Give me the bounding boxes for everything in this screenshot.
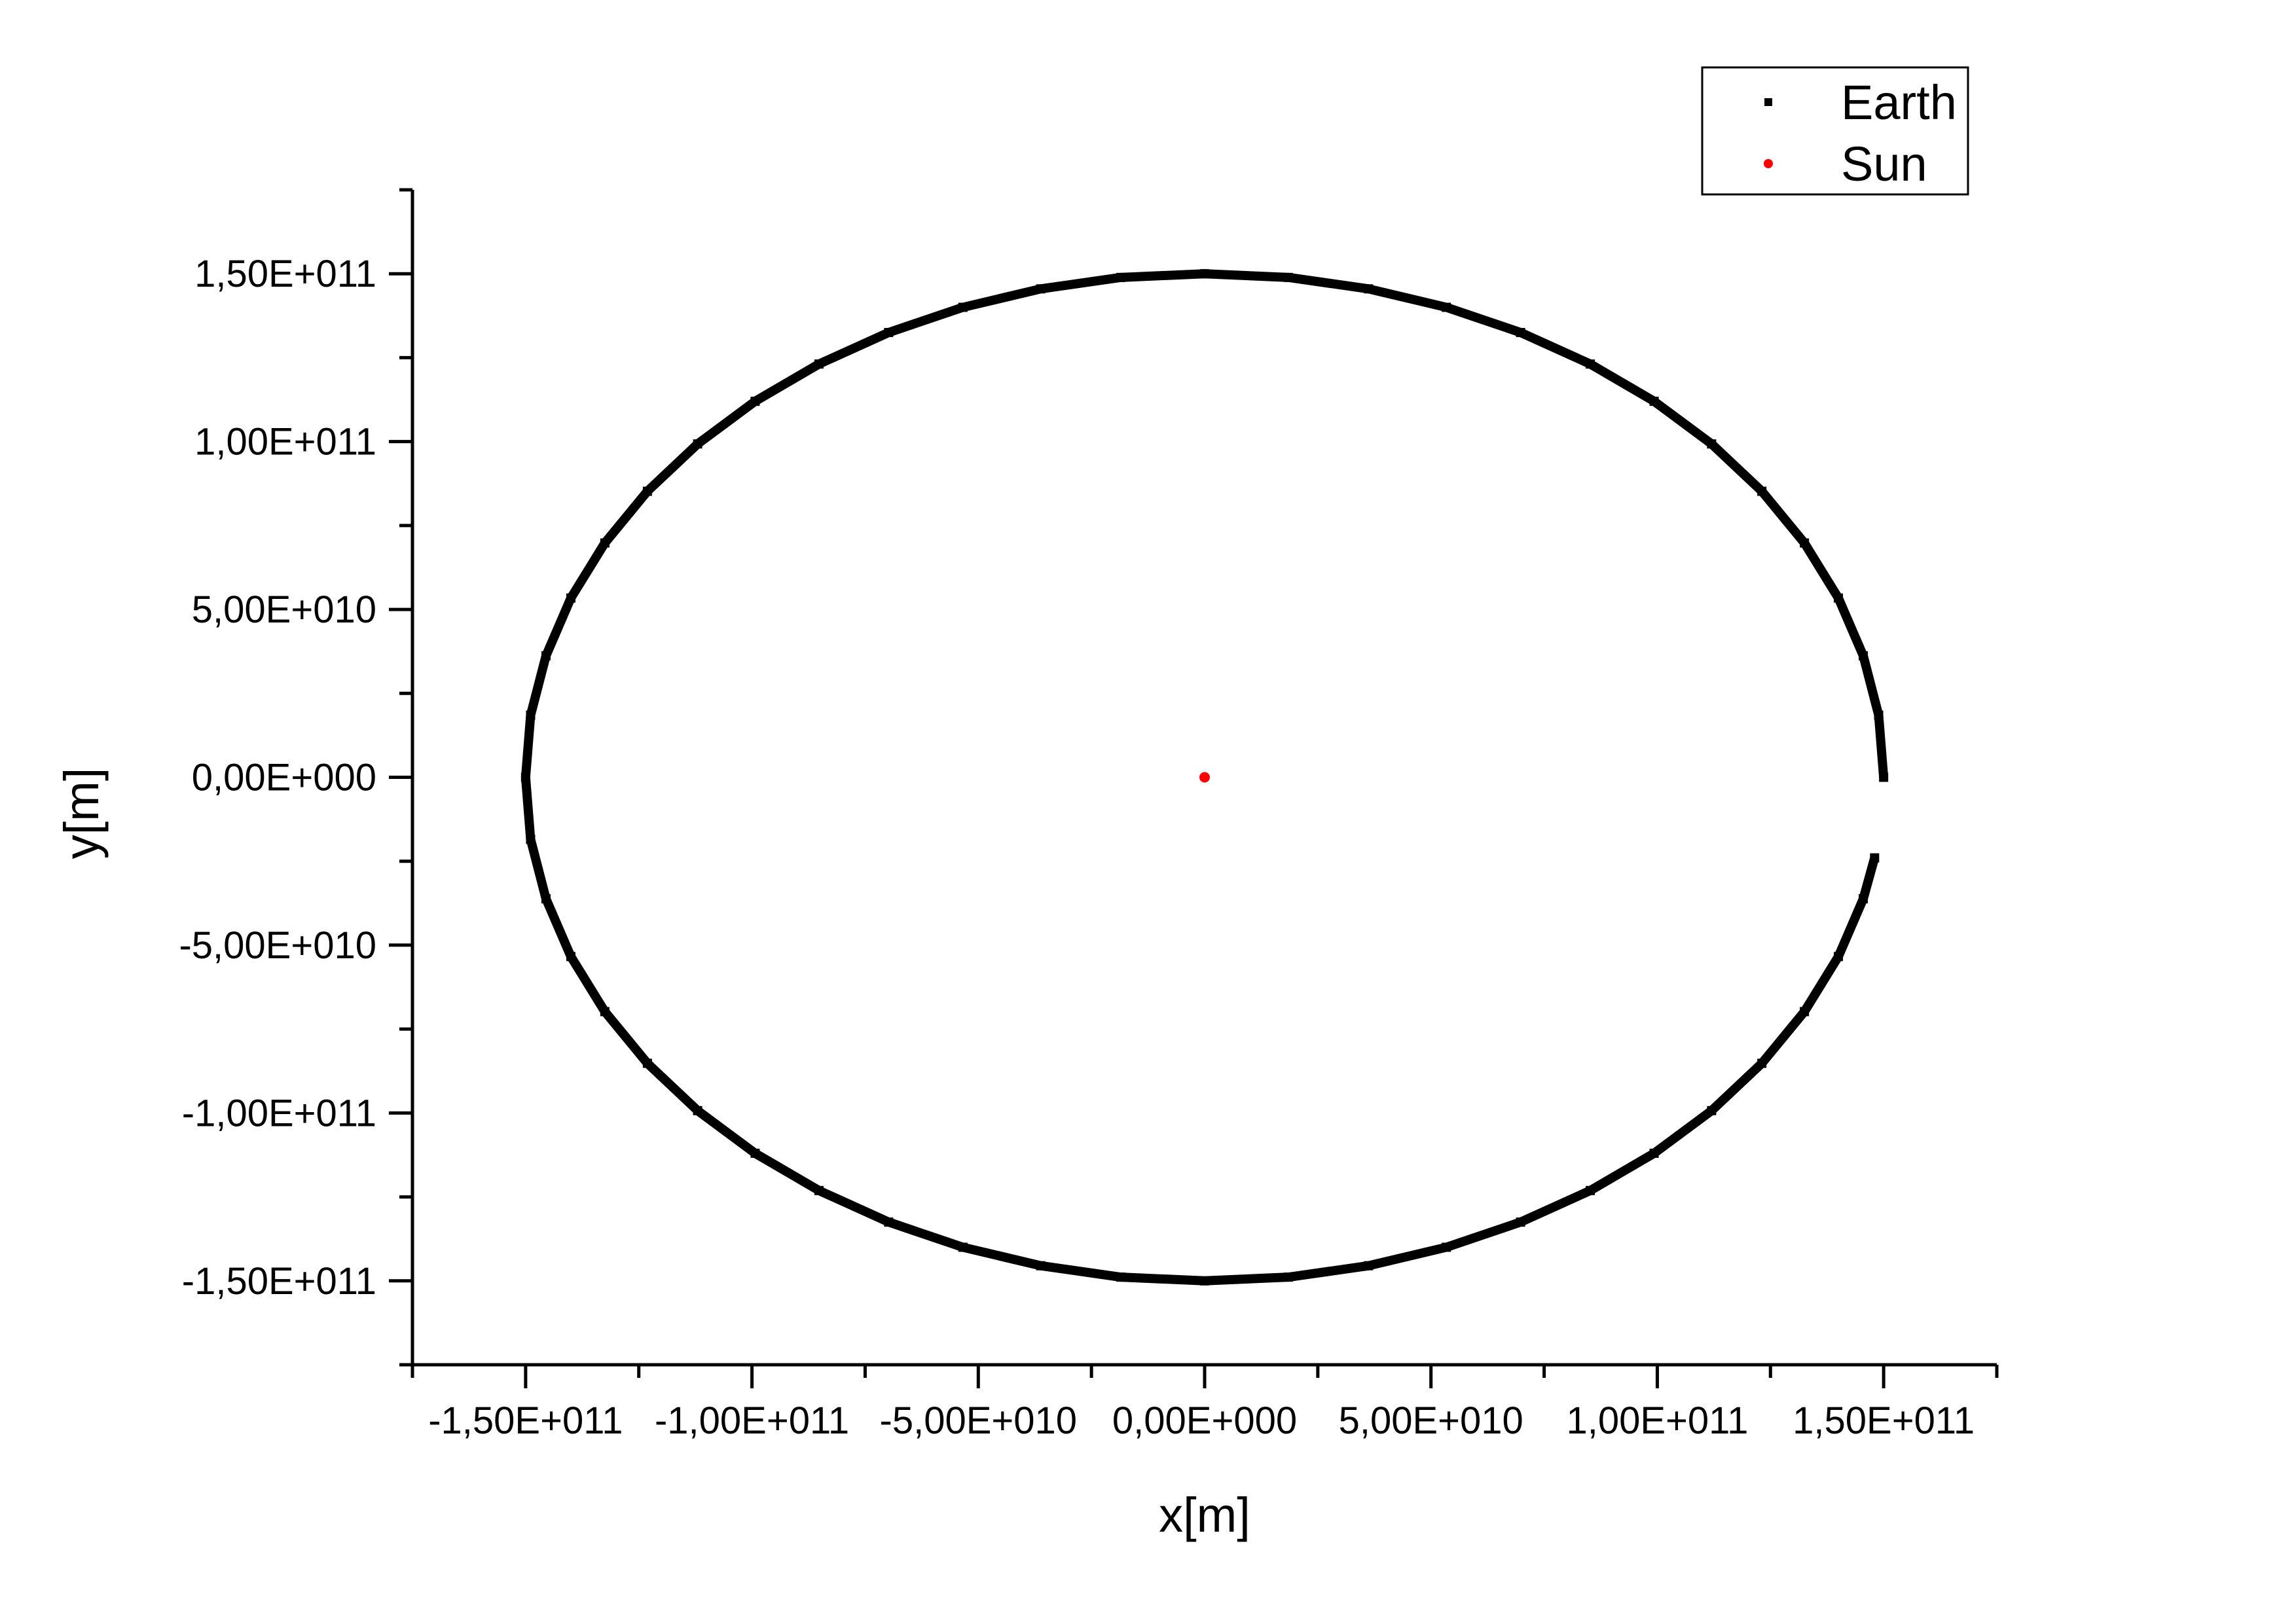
earth-point [1586,1185,1595,1195]
earth-point [750,1148,760,1158]
earth-trace [520,269,1889,1286]
earth-point [884,1217,894,1227]
earth-point [1870,853,1880,863]
y-axis-ticks: 1,50E+011 1,00E+011 5,00E+010 0,00E+000 -5,0… [179,188,412,1367]
earth-point [1036,1261,1046,1271]
earth-point [1800,1007,1810,1017]
earth-point [1649,397,1659,406]
earth-point [1874,710,1884,720]
x-tick-label: 5,00E+010 [1339,1399,1523,1442]
earth-point [1116,272,1126,282]
earth-point [814,359,824,369]
earth-point [884,327,894,337]
y-tick-label: -1,00E+011 [182,1092,376,1134]
earth-point [1200,1276,1209,1286]
y-axis-title: y[m] [54,768,109,859]
earth-point [1649,1148,1659,1158]
x-tick-label: -1,00E+011 [655,1399,849,1442]
legend-box [1701,66,1969,196]
earth-point [1707,1106,1717,1115]
earth-point [1707,439,1717,449]
earth-point [566,952,575,962]
earth-point [958,1242,968,1252]
earth-point [750,397,760,406]
earth-point [642,486,652,496]
y-tick-label: 5,00E+010 [192,588,376,631]
earth-point [1364,1261,1374,1271]
y-tick-label: -1,50E+011 [182,1260,376,1303]
earth-point [600,538,610,548]
y-tick-label: 0,00E+000 [192,757,376,799]
earth-point [1516,327,1525,337]
earth-point [1283,1272,1293,1282]
earth-point [1800,538,1810,548]
earth-point [1586,359,1595,369]
earth-point [1859,894,1868,904]
earth-point [1859,651,1868,660]
earth-point [958,302,968,312]
legend-label-earth: Earth [1841,75,1957,130]
earth-point [1116,1272,1126,1282]
earth-point [693,439,702,449]
legend-marker-earth [1764,98,1772,106]
y-tick-label: -5,00E+010 [179,924,376,967]
earth-point [1442,1242,1451,1252]
earth-point [526,835,536,844]
earth-point [1036,284,1046,294]
y-tick-label: 1,50E+011 [194,253,376,295]
axes: -1,50E+011 -1,00E+011 -5,00E+010 0,00E+000 5… [54,188,1999,1542]
earth-point [566,593,575,603]
earth-point [1834,593,1843,603]
plot-area [520,269,1889,1286]
y-tick-label: 1,00E+011 [194,421,376,463]
x-axis-ticks: -1,50E+011 -1,00E+011 -5,00E+010 0,00E+000 5… [410,1365,1999,1442]
earth-point [541,894,551,904]
legend-label-sun: Sun [1841,137,1927,191]
earth-point [526,710,536,720]
x-tick-label: 0,00E+000 [1112,1399,1297,1442]
earth-point [1879,772,1889,782]
earth-point [600,1007,610,1017]
x-tick-label: 1,00E+011 [1566,1399,1748,1442]
earth-point [1516,1217,1525,1227]
earth-point [1364,284,1374,294]
x-tick-label: 1,50E+011 [1793,1399,1975,1442]
earth-point [693,1106,702,1115]
earth-point [1283,272,1293,282]
legend: Earth Sun [1701,66,1969,196]
earth-point [1200,269,1209,279]
earth-point [541,651,551,660]
earth-point [1757,486,1767,496]
x-tick-label: -1,50E+011 [428,1399,623,1442]
x-axis-title: x[m] [1159,1488,1250,1542]
earth-point [520,772,530,782]
legend-marker-sun [1764,159,1773,168]
earth-point [1834,952,1843,962]
earth-point [642,1058,652,1068]
earth-point [1757,1058,1767,1068]
sun-point [1199,772,1210,783]
earth-point [1442,302,1451,312]
x-tick-label: -5,00E+010 [880,1399,1078,1442]
earth-point [814,1185,824,1195]
